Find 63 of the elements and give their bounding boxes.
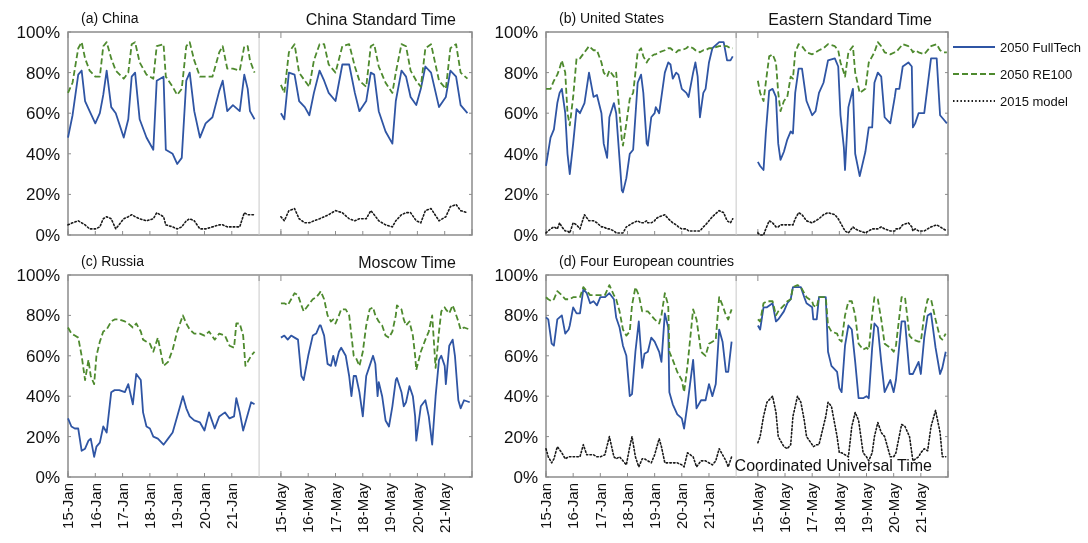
x-tick-label: 20-Jan: [195, 483, 213, 529]
y-tick-label: 100%: [494, 22, 538, 42]
x-tick-label: 19-Jan: [645, 483, 663, 529]
y-tick-label: 80%: [503, 63, 538, 83]
y-tick-label: 60%: [25, 346, 60, 366]
y-tick-label: 100%: [494, 265, 538, 285]
x-tick-label: 18-May: [830, 482, 848, 534]
y-tick-label: 0%: [35, 225, 60, 245]
y-tick-label: 80%: [25, 306, 60, 326]
x-tick-label: 20-May: [884, 482, 902, 534]
text: Eastern Standard Time: [768, 11, 933, 28]
chart-title: (a) China: [81, 10, 139, 26]
legend-label: 2050 FullTech: [1000, 39, 1081, 55]
annotation: Coordinated Universal Time: [734, 457, 933, 474]
y-tick-label: 20%: [25, 185, 60, 205]
y-tick-label: 100%: [16, 22, 60, 42]
x-tick-label: 16-May: [776, 482, 794, 534]
x-tick-label: 21-May: [435, 482, 453, 534]
y-tick-label: 100%: [16, 265, 60, 285]
y-tick-label: 40%: [503, 387, 538, 407]
x-tick-label: 17-May: [803, 482, 821, 534]
x-tick-label: 18-Jan: [141, 483, 159, 529]
chart-title: (c) Russia: [81, 253, 145, 269]
y-tick-label: 80%: [25, 63, 60, 83]
text: China Standard Time: [305, 11, 457, 28]
x-tick-label: 18-Jan: [618, 483, 636, 529]
x-tick-label: 15-Jan: [59, 483, 77, 529]
x-tick-label: 16-Jan: [564, 483, 582, 529]
y-tick-label: 60%: [503, 346, 538, 366]
y-tick-label: 0%: [513, 225, 538, 245]
chart-title: (b) United States: [559, 10, 665, 26]
y-tick-label: 20%: [503, 427, 538, 447]
legend-label: 2015 model: [1000, 93, 1069, 109]
x-tick-label: 19-Jan: [168, 483, 186, 529]
x-tick-label: 20-Jan: [673, 483, 691, 529]
x-tick-label: 21-Jan: [700, 483, 718, 529]
y-tick-label: 40%: [25, 387, 60, 407]
x-tick-label: 20-May: [408, 482, 426, 534]
x-tick-label: 17-Jan: [113, 483, 131, 529]
y-tick-label: 0%: [35, 467, 60, 487]
x-tick-label: 15-May: [749, 482, 767, 534]
x-tick-label: 15-Jan: [537, 483, 555, 529]
legend-label: 2050 RE100: [1000, 66, 1073, 82]
x-tick-label: 16-May: [299, 482, 317, 534]
y-tick-label: 20%: [503, 185, 538, 205]
x-tick-label: 21-Jan: [223, 483, 241, 529]
y-tick-label: 60%: [503, 104, 538, 124]
x-tick-label: 15-May: [272, 482, 290, 534]
text: Moscow Time: [358, 254, 457, 271]
x-tick-label: 21-May: [912, 482, 930, 534]
y-tick-label: 40%: [25, 144, 60, 164]
x-tick-label: 19-May: [381, 482, 399, 534]
y-tick-label: 20%: [25, 427, 60, 447]
y-tick-label: 60%: [25, 104, 60, 124]
y-tick-label: 0%: [513, 467, 538, 487]
x-tick-label: 18-May: [354, 482, 372, 534]
y-tick-label: 40%: [503, 144, 538, 164]
chart-title: (d) Four European countries: [559, 253, 735, 269]
x-tick-label: 19-May: [857, 482, 875, 534]
x-tick-label: 16-Jan: [86, 483, 104, 529]
x-tick-label: 17-Jan: [591, 483, 609, 529]
y-tick-label: 80%: [503, 306, 538, 326]
x-tick-label: 17-May: [326, 482, 344, 534]
